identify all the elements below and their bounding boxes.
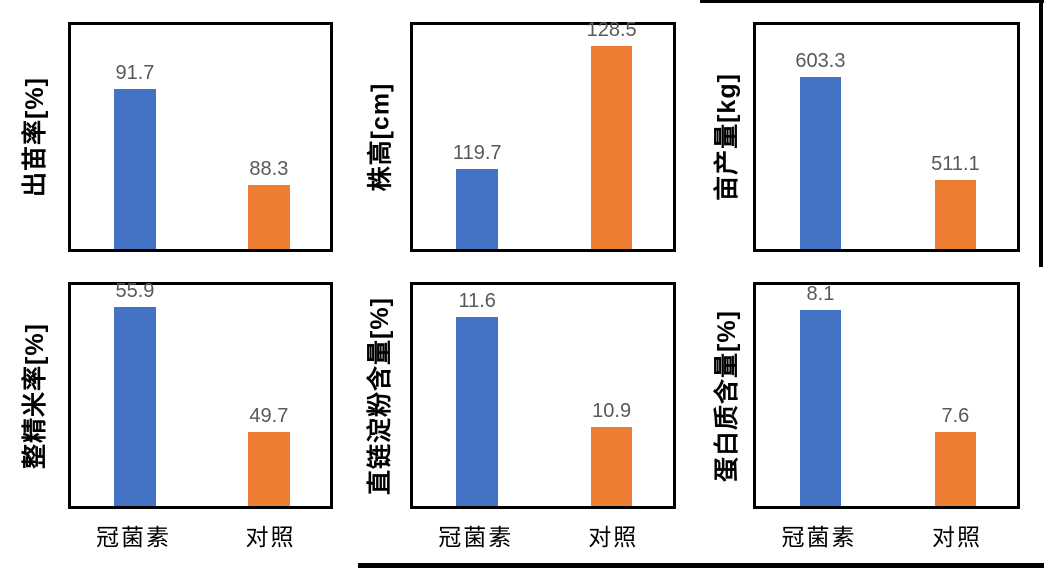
plot-area: 11.6 10.9 — [410, 282, 676, 509]
chart-head-rice-rate: 整精米率[%] 55.9 49.7 冠菌素 对照 — [0, 260, 348, 571]
y-axis-title-area: 整精米率[%] — [0, 282, 66, 509]
value-label-control: 10.9 — [592, 400, 632, 423]
bar-control — [248, 184, 290, 249]
y-axis-title-area: 亩产量[kg] — [698, 22, 751, 252]
bar-treatment — [456, 169, 498, 249]
category-label-treatment: 冠菌素 — [781, 524, 857, 550]
y-axis-title: 亩产量[kg] — [712, 73, 741, 201]
value-label-control: 7.6 — [941, 405, 970, 428]
y-axis-title-area: 株高[cm] — [348, 22, 408, 252]
table-border-top-line — [700, 0, 1044, 3]
bar-control — [248, 431, 290, 506]
bar-treatment — [799, 77, 842, 249]
plot-area: 91.7 88.3 — [68, 22, 333, 252]
category-label-treatment: 冠菌素 — [438, 524, 514, 550]
x-axis-labels: 冠菌素 对照 — [68, 516, 333, 550]
y-axis-title: 蛋白质含量[%] — [712, 309, 741, 482]
category-label-control: 对照 — [588, 524, 639, 550]
bar-treatment — [799, 309, 842, 506]
plot-area: 603.3 511.1 — [753, 22, 1020, 252]
chart-yield-per-mu: 亩产量[kg] 603.3 511.1 — [698, 0, 1044, 260]
value-label-treatment: 603.3 — [795, 50, 846, 73]
y-axis-title: 株高[cm] — [366, 82, 395, 192]
value-label-treatment: 119.7 — [452, 142, 502, 165]
y-axis-title: 出苗率[%] — [21, 77, 50, 197]
y-axis-title-area: 蛋白质含量[%] — [698, 282, 751, 509]
y-axis-title-area: 出苗率[%] — [0, 22, 66, 252]
chart-plant-height: 株高[cm] 119.7 128.5 — [348, 0, 698, 260]
bar-control — [934, 432, 977, 506]
table-border-right-line — [1039, 0, 1043, 267]
y-axis-title: 直链淀粉含量[%] — [366, 296, 395, 495]
plot-area: 8.1 7.6 — [753, 282, 1020, 509]
value-label-control: 511.1 — [931, 153, 980, 176]
value-label-treatment: 8.1 — [806, 282, 835, 305]
bar-control — [590, 46, 633, 249]
table-border-bottom-line — [358, 563, 1044, 568]
bar-treatment — [114, 89, 156, 249]
value-label-control: 128.5 — [586, 19, 637, 42]
x-axis-labels: 冠菌素 对照 — [410, 516, 676, 550]
chart-protein-content: 蛋白质含量[%] 8.1 7.6 冠菌素 对照 — [698, 260, 1044, 571]
y-axis-title-area: 直链淀粉含量[%] — [348, 282, 408, 509]
category-label-control: 对照 — [931, 524, 982, 550]
value-label-treatment: 91.7 — [115, 62, 155, 85]
x-axis-labels: 冠菌素 对照 — [753, 516, 1020, 550]
value-label-treatment: 55.9 — [115, 280, 155, 303]
chart-emergence-rate: 出苗率[%] 91.7 88.3 — [0, 0, 348, 260]
chart-amylose-content: 直链淀粉含量[%] 11.6 10.9 冠菌素 对照 — [348, 260, 698, 571]
bar-treatment — [114, 307, 156, 506]
bar-control — [934, 180, 977, 249]
value-label-control: 88.3 — [249, 157, 289, 180]
plot-area: 119.7 128.5 — [410, 19, 676, 252]
bar-treatment — [456, 316, 498, 506]
category-label-control: 对照 — [245, 524, 296, 550]
y-axis-title: 整精米率[%] — [21, 322, 50, 469]
value-label-control: 49.7 — [249, 404, 289, 427]
plot-area: 55.9 49.7 — [68, 280, 333, 509]
value-label-treatment: 11.6 — [458, 289, 496, 312]
bar-control — [590, 427, 633, 506]
category-label-treatment: 冠菌素 — [95, 524, 171, 550]
